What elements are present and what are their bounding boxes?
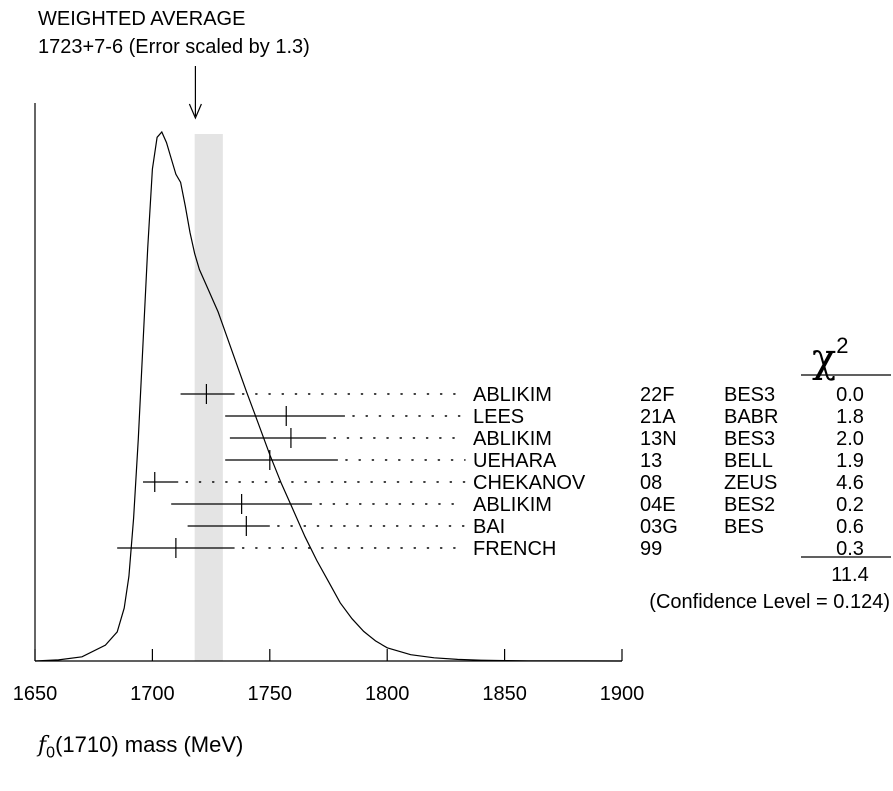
row-4-author: UEHARA bbox=[473, 450, 557, 472]
row-4-experiment: BELL bbox=[724, 450, 773, 472]
measurements-table-layer: ABLIKIM 22F BES3 0.0 LEES 21A BABR 1.8 ABLIKIM 13… bbox=[473, 374, 891, 613]
row-2-ref: 21A bbox=[640, 406, 676, 428]
confidence-level: (Confidence Level = 0.124) bbox=[649, 591, 890, 613]
row-5-experiment: ZEUS bbox=[724, 472, 777, 494]
x-tick-label-1650: 1650 bbox=[13, 683, 58, 705]
row-3-chi2: 2.0 bbox=[836, 428, 864, 450]
chi-symbol: χ bbox=[812, 335, 837, 382]
x-tick-label-1900: 1900 bbox=[600, 683, 645, 705]
row-6-experiment: BES2 bbox=[724, 494, 775, 516]
x-axis-symbol: f bbox=[38, 733, 47, 758]
row-1-chi2: 0.0 bbox=[836, 384, 864, 406]
row-8-author: FRENCH bbox=[473, 538, 556, 560]
chi2-total: 11.4 bbox=[831, 564, 868, 586]
row-1-ref: 22F bbox=[640, 384, 674, 406]
row-1-author: ABLIKIM bbox=[473, 384, 552, 406]
ideogram-curve bbox=[34, 130, 623, 662]
x-tick-label-1750: 1750 bbox=[248, 683, 293, 705]
row-2-author: LEES bbox=[473, 406, 524, 428]
weighted-average-title: WEIGHTED AVERAGE bbox=[38, 8, 246, 30]
row-3-author: ABLIKIM bbox=[473, 428, 552, 450]
row-4-ref: 13 bbox=[640, 450, 662, 472]
row-2-experiment: BABR bbox=[724, 406, 778, 428]
row-5-ref: 08 bbox=[640, 472, 662, 494]
row-6-chi2: 0.2 bbox=[836, 494, 864, 516]
row-6-ref: 04E bbox=[640, 494, 676, 516]
row-3-experiment: BES3 bbox=[724, 428, 775, 450]
row-4-chi2: 1.9 bbox=[836, 450, 864, 472]
row-3-ref: 13N bbox=[640, 428, 677, 450]
curve-layer bbox=[34, 130, 623, 662]
x-axis-subscript: 0 bbox=[46, 744, 56, 762]
row-7-author: BAI bbox=[473, 516, 505, 538]
weighted-average-value: 1723+7-6 (Error scaled by 1.3) bbox=[38, 36, 310, 58]
average-arrow-head bbox=[188, 103, 202, 120]
measurements-layer bbox=[117, 384, 466, 558]
row-8-ref: 99 bbox=[640, 538, 662, 560]
row-5-author: CHEKANOV bbox=[473, 472, 586, 494]
x-tick-label-1850: 1850 bbox=[482, 683, 527, 705]
axis-layer: 1650 1700 1750 1800 1850 1900 bbox=[13, 66, 645, 705]
x-axis-title: f0(1710) mass (MeV) bbox=[38, 732, 243, 766]
row-1-experiment: BES3 bbox=[724, 384, 775, 406]
row-7-chi2: 0.6 bbox=[836, 516, 864, 538]
average-band bbox=[194, 134, 223, 661]
row-6-author: ABLIKIM bbox=[473, 494, 552, 516]
chi-power: 2 bbox=[836, 333, 849, 358]
row-7-experiment: BES bbox=[724, 516, 764, 538]
row-5-chi2: 4.6 bbox=[836, 472, 864, 494]
chi-squared-header: χ2 bbox=[812, 330, 849, 378]
average-band-layer bbox=[194, 134, 223, 661]
row-8-chi2: 0.3 bbox=[836, 538, 864, 560]
x-tick-label-1700: 1700 bbox=[130, 683, 175, 705]
row-2-chi2: 1.8 bbox=[836, 406, 864, 428]
x-axis-title-rest: (1710) mass (MeV) bbox=[55, 732, 244, 757]
x-tick-label-1800: 1800 bbox=[365, 683, 410, 705]
row-7-ref: 03G bbox=[640, 516, 678, 538]
